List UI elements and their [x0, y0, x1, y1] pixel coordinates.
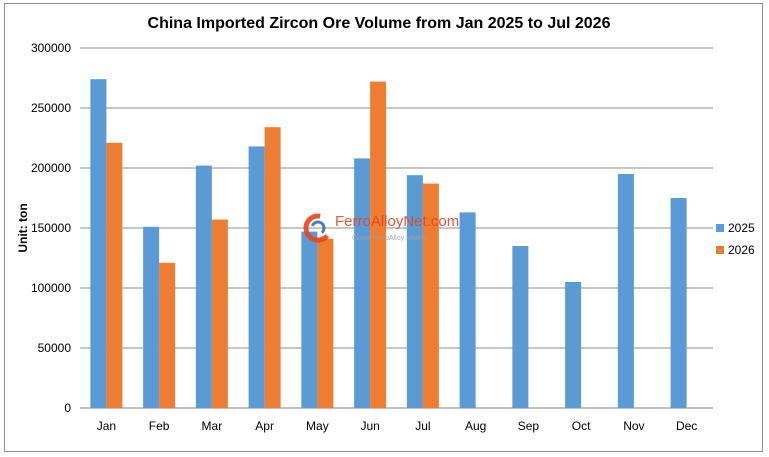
bar-2026-jul: [422, 183, 439, 408]
x-tick-label: Feb: [149, 419, 170, 433]
x-tick-label: Jun: [360, 419, 379, 433]
watermark-tagline: China FerroAlloy Market: [352, 235, 428, 242]
x-tick-label: May: [306, 419, 329, 433]
bar-2025-sep: [512, 246, 529, 408]
y-tick-label: 150000: [31, 221, 71, 235]
y-tick-label: 0: [64, 401, 71, 415]
x-tick-label: Nov: [623, 419, 644, 433]
y-axis-label: Unit: ton: [16, 203, 30, 252]
bar-2026-apr: [264, 127, 281, 408]
watermark: FerroAlloyNet.com China FerroAlloy Marke…: [303, 213, 459, 243]
x-tick-label: Dec: [676, 419, 697, 433]
x-tick-label: Jul: [415, 419, 430, 433]
legend: 2025 2026: [716, 221, 755, 257]
y-tick-label: 100000: [31, 281, 71, 295]
chart-title: China Imported Zircon Ore Volume from Ja…: [148, 15, 611, 32]
bars-group: [90, 79, 687, 409]
gridlines: [80, 47, 713, 409]
bar-2025-jun: [354, 158, 371, 408]
y-tick-labels: 0 50000 100000 150000 200000 250000 300000: [31, 41, 71, 415]
ferroalloynet-logo-icon: [303, 213, 333, 243]
bar-2025-dec: [670, 198, 687, 408]
bar-2025-jul: [406, 175, 423, 408]
bar-2025-aug: [459, 212, 476, 408]
bar-2026-jan: [106, 142, 123, 409]
bar-2025-feb: [143, 226, 160, 408]
x-tick-label: Sep: [518, 419, 540, 433]
y-tick-label: 250000: [31, 101, 71, 115]
y-tick-label: 200000: [31, 161, 71, 175]
x-tick-label: Aug: [465, 419, 486, 433]
bar-2026-feb: [159, 262, 176, 408]
bar-2025-mar: [195, 165, 212, 408]
watermark-brand: FerroAlloyNet.com: [335, 213, 459, 230]
x-tick-label: Oct: [572, 419, 591, 433]
legend-label-2026: 2026: [728, 243, 755, 257]
bar-2026-jun: [370, 81, 387, 408]
x-tick-label: Apr: [255, 419, 274, 433]
x-tick-labels: Jan Feb Mar Apr May Jun Jul Aug Sep Oct Nov Dec: [97, 419, 698, 433]
bar-2026-mar: [211, 219, 228, 408]
x-tick-label: Mar: [202, 419, 223, 433]
legend-swatch-2025: [716, 224, 724, 232]
x-tick-label: Jan: [97, 419, 116, 433]
bar-2025-oct: [565, 282, 582, 408]
legend-swatch-2026: [716, 246, 724, 254]
bar-2025-apr: [248, 146, 265, 408]
bar-2025-may: [301, 231, 318, 408]
legend-label-2025: 2025: [728, 221, 755, 235]
bar-2025-jan: [90, 79, 107, 408]
bar-2026-may: [317, 238, 334, 408]
bar-2025-nov: [617, 174, 634, 408]
y-tick-label: 300000: [31, 41, 71, 55]
y-tick-label: 50000: [38, 341, 72, 355]
